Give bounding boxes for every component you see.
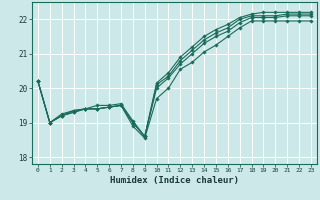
X-axis label: Humidex (Indice chaleur): Humidex (Indice chaleur) [110, 176, 239, 185]
